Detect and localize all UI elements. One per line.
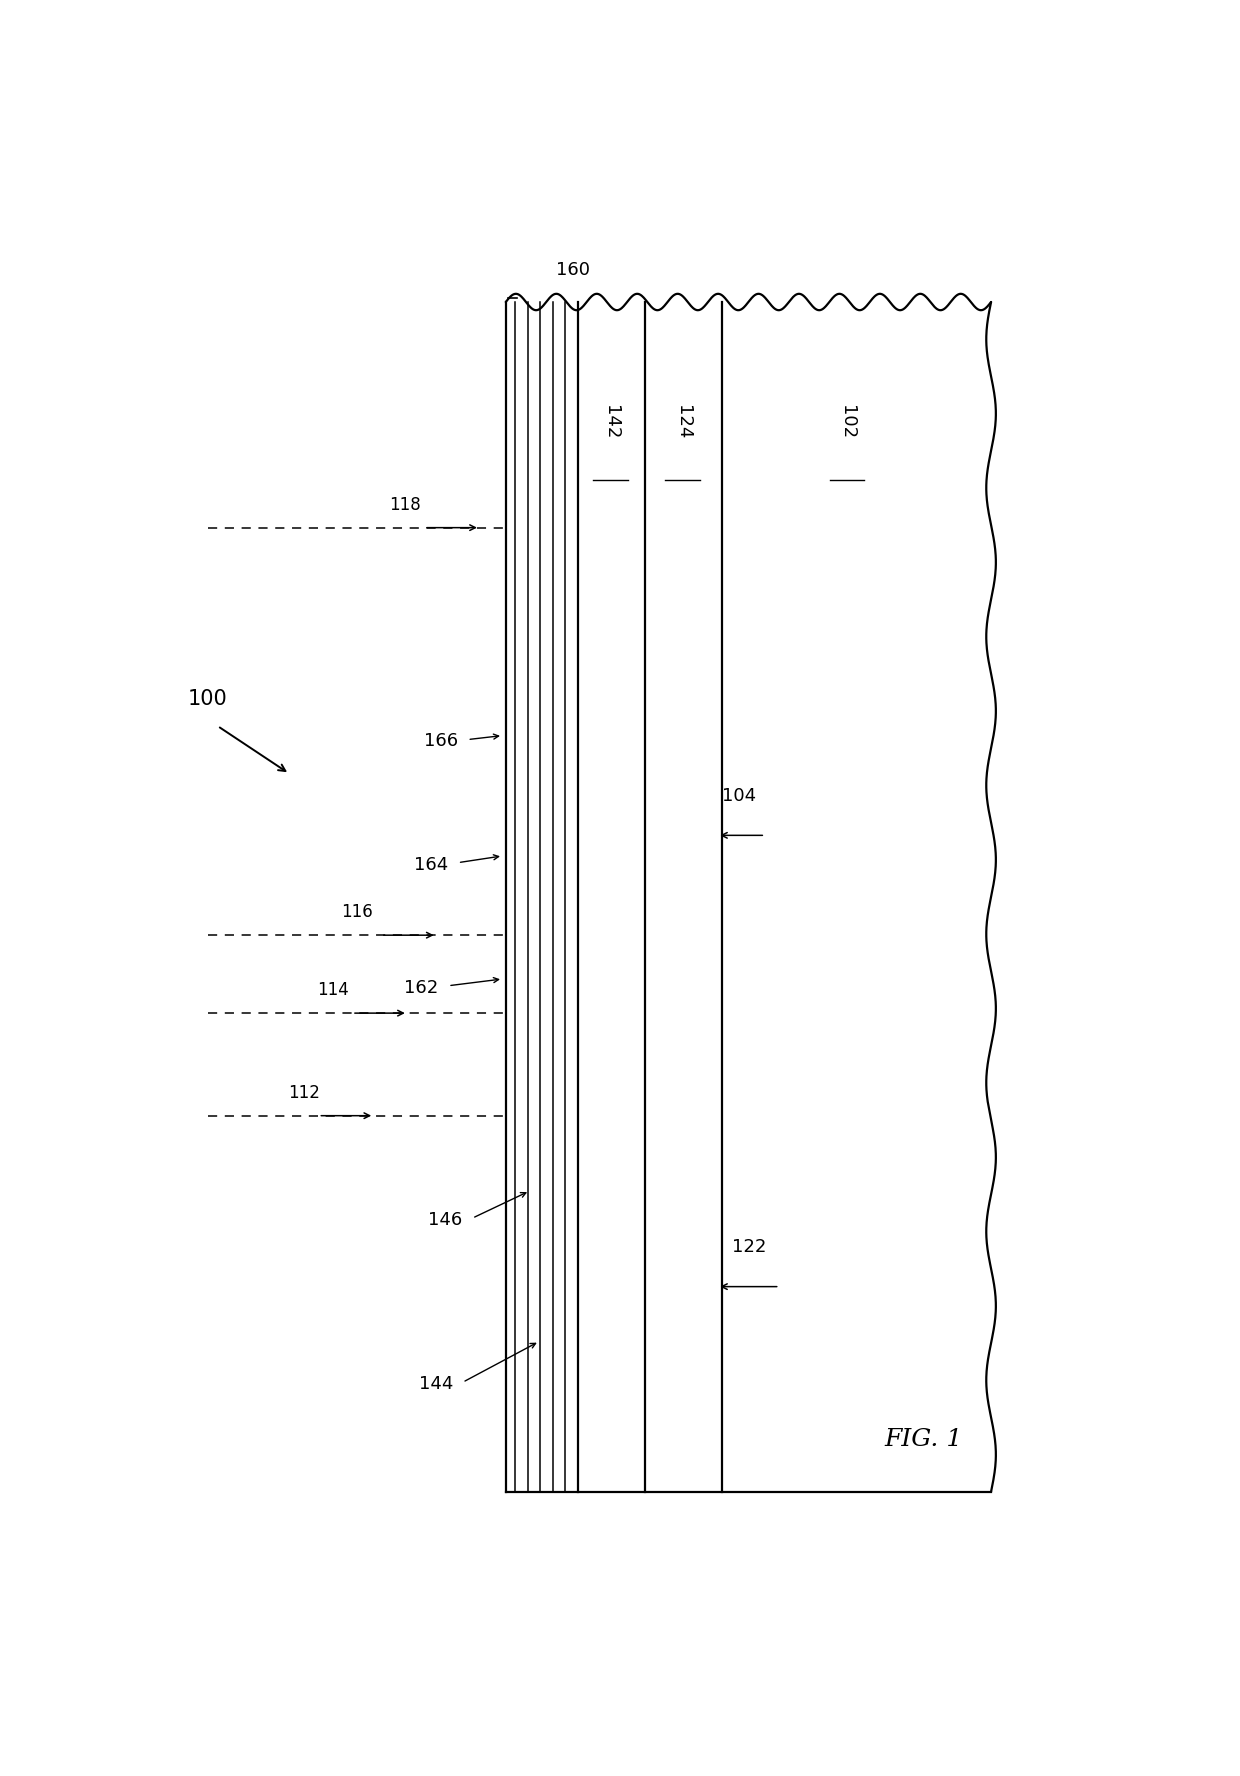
Text: 104: 104 — [722, 787, 756, 805]
Text: 116: 116 — [341, 904, 373, 922]
Text: 144: 144 — [419, 1375, 453, 1392]
Text: FIG. 1: FIG. 1 — [884, 1428, 963, 1451]
Text: 166: 166 — [424, 732, 458, 751]
Text: 102: 102 — [838, 405, 856, 439]
Text: 162: 162 — [404, 979, 439, 996]
Text: 124: 124 — [673, 405, 692, 439]
Text: 100: 100 — [188, 689, 228, 709]
Text: 122: 122 — [732, 1238, 766, 1256]
Text: 142: 142 — [601, 405, 620, 439]
Text: 114: 114 — [317, 982, 348, 1000]
Text: 160: 160 — [556, 261, 590, 279]
Text: 146: 146 — [428, 1211, 463, 1229]
Text: 164: 164 — [414, 856, 448, 874]
Text: 112: 112 — [288, 1083, 320, 1101]
Text: 118: 118 — [389, 496, 420, 513]
